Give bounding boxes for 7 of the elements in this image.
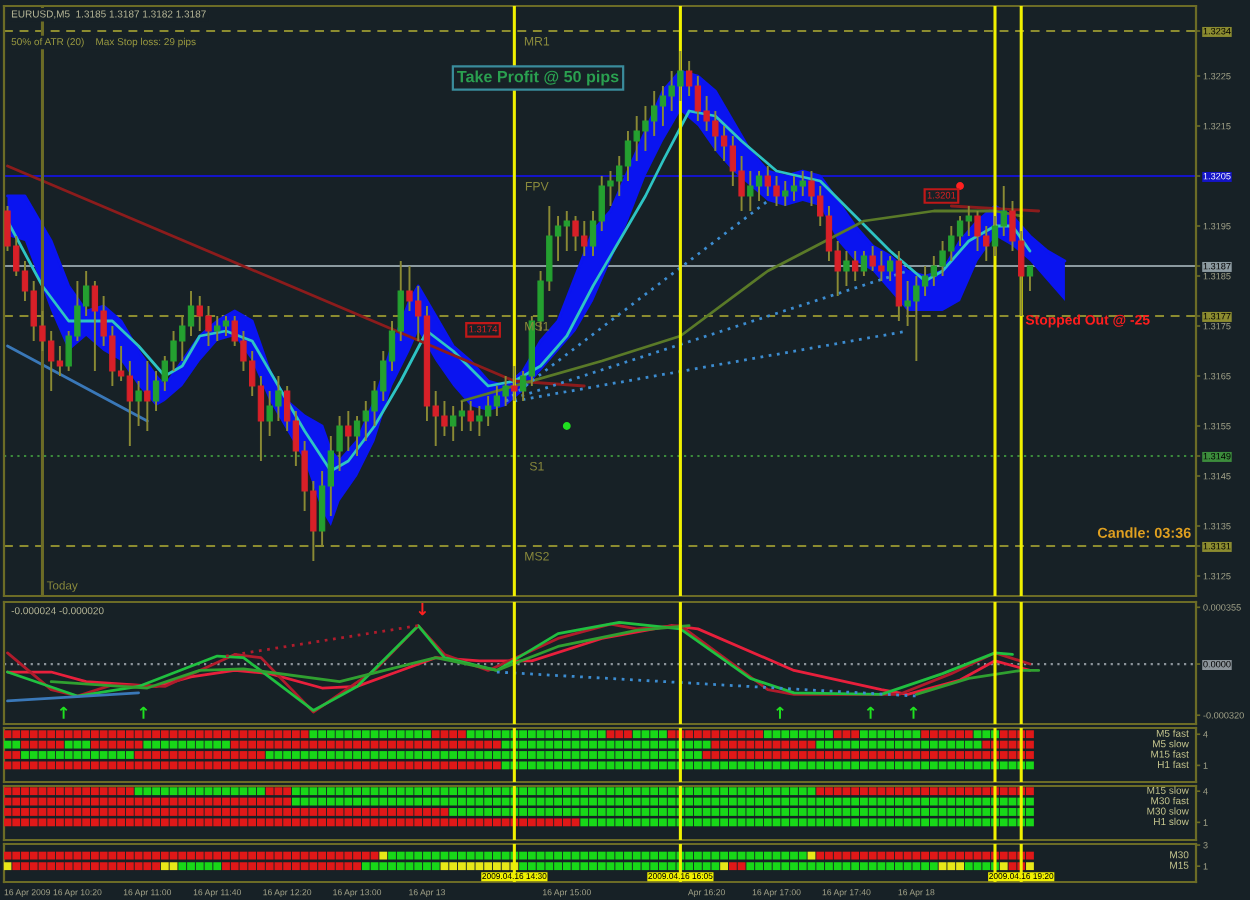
annotation: Take Profit @ 50 pips	[457, 70, 619, 86]
annotation: ↑	[139, 706, 148, 719]
annotation: ↓	[418, 602, 427, 616]
annotation: ↑	[59, 706, 68, 719]
annotation: ↑	[776, 706, 784, 719]
annotation: ↑	[909, 706, 918, 719]
annotation: ↑	[866, 706, 875, 719]
